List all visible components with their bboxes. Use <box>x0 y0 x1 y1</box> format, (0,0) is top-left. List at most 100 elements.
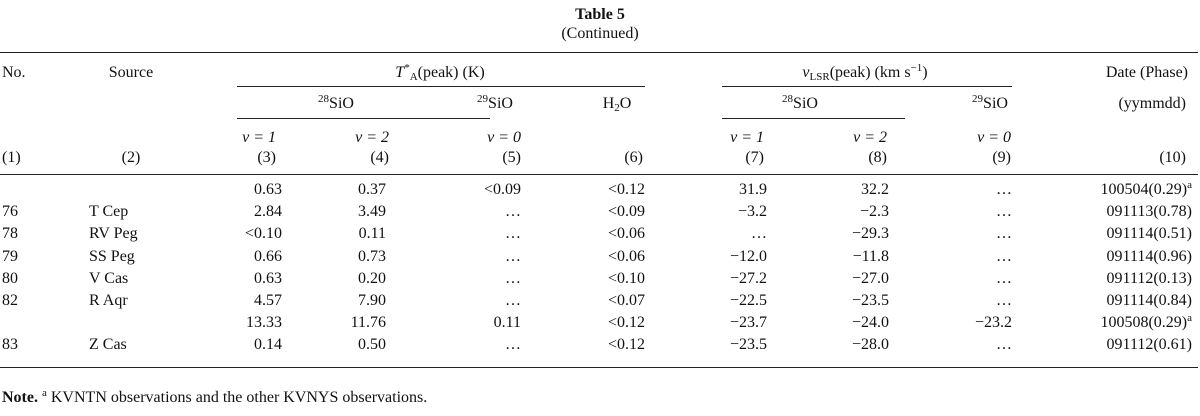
header-28sio-velocity: 28SiO <box>782 93 818 113</box>
cell-28sio-v1-temperature: 4.57 <box>254 292 282 309</box>
cell-28sio-v1-temperature: <0.10 <box>244 225 282 243</box>
cell-28sio-v1-velocity: −22.5 <box>729 292 767 309</box>
span-rule-28sio-velocity <box>722 118 905 119</box>
cell-source: RV Peg <box>89 225 138 243</box>
cell-no: 82 <box>2 292 18 309</box>
cell-no: 76 <box>2 203 18 221</box>
cell-date: 100508(0.29)a <box>1100 312 1192 332</box>
cell-29sio-v0-temperature: … <box>505 225 521 243</box>
column-number: (7) <box>745 149 764 166</box>
column-number: (3) <box>257 149 276 166</box>
column-number: (4) <box>370 149 389 166</box>
table-title: Table 5 <box>575 6 625 23</box>
column-number: (8) <box>868 149 887 166</box>
cell-29sio-v0-velocity: … <box>996 203 1012 221</box>
column-number: (5) <box>502 149 521 166</box>
cell-no: 80 <box>2 269 18 287</box>
cell-date: 100504(0.29)a <box>1100 179 1192 199</box>
cell-28sio-v2-velocity: 32.2 <box>861 181 889 198</box>
cell-source: Z Cas <box>89 336 127 354</box>
cell-h2o-temperature: <0.10 <box>607 269 645 287</box>
bottom-rule <box>0 367 1198 368</box>
cell-28sio-v2-temperature: 0.73 <box>358 247 386 265</box>
column-number: (2) <box>121 149 141 166</box>
cell-29sio-v0-velocity: … <box>996 336 1012 354</box>
cell-28sio-v1-velocity: −27.2 <box>729 269 767 287</box>
header-date: Date (Phase) <box>1105 64 1188 81</box>
cell-h2o-temperature: <0.09 <box>607 203 645 221</box>
cell-28sio-v1-temperature: 2.84 <box>254 203 282 221</box>
table-subtitle: (Continued) <box>561 25 639 42</box>
header-h2o: H2O <box>602 95 632 114</box>
column-number: (6) <box>624 149 643 166</box>
cell-29sio-v0-velocity: … <box>996 181 1012 198</box>
cell-28sio-v1-temperature: 0.63 <box>254 269 282 287</box>
cell-28sio-v1-temperature: 13.33 <box>246 314 282 332</box>
cell-28sio-v1-velocity: −12.0 <box>729 247 767 265</box>
cell-date: 091114(0.96) <box>1106 247 1192 265</box>
header-v0-velocity: v = 0 <box>977 129 1011 146</box>
cell-date: 091113(0.78) <box>1106 203 1192 221</box>
column-number: (1) <box>2 149 21 166</box>
cell-28sio-v2-temperature: 7.90 <box>358 292 386 309</box>
header-bottom-rule <box>0 174 1198 175</box>
header-v2-temperature: v = 2 <box>355 129 389 146</box>
cell-28sio-v1-velocity: −23.7 <box>729 314 767 332</box>
header-date-format: (yymmdd) <box>1118 95 1186 112</box>
header-peak-velocity: vLSR(peak) (km s−1) <box>802 62 928 83</box>
cell-28sio-v2-velocity: −29.3 <box>851 225 889 243</box>
cell-28sio-v1-temperature: 0.14 <box>254 336 282 354</box>
cell-28sio-v2-velocity: −27.0 <box>851 269 889 287</box>
cell-29sio-v0-temperature: … <box>505 336 521 354</box>
span-rule-velocity <box>722 86 1012 87</box>
cell-h2o-temperature: <0.12 <box>607 314 645 332</box>
cell-date: 091114(0.51) <box>1106 225 1192 243</box>
note-text: KVNTN observations and the other KVNYS o… <box>46 389 428 406</box>
cell-h2o-temperature: <0.12 <box>607 336 645 354</box>
cell-h2o-temperature: <0.12 <box>607 181 645 198</box>
cell-28sio-v2-velocity: −23.5 <box>851 292 889 309</box>
header-source: Source <box>108 64 154 81</box>
cell-28sio-v2-velocity: −28.0 <box>851 336 889 354</box>
top-rule <box>0 52 1198 53</box>
cell-28sio-v1-temperature: 0.66 <box>254 247 282 265</box>
cell-29sio-v0-velocity: … <box>996 292 1012 309</box>
column-number: (9) <box>992 149 1011 166</box>
cell-29sio-v0-temperature: … <box>505 203 521 221</box>
cell-28sio-v1-velocity: −23.5 <box>729 336 767 354</box>
cell-date: 091112(0.61) <box>1106 336 1192 354</box>
cell-28sio-v2-temperature: 0.11 <box>358 225 386 243</box>
cell-date: 091112(0.13) <box>1106 269 1192 287</box>
cell-source: T Cep <box>89 203 129 221</box>
cell-no: 83 <box>2 336 18 354</box>
span-rule-temperature <box>237 86 645 87</box>
header-v1-velocity: v = 1 <box>730 129 764 146</box>
cell-29sio-v0-velocity: … <box>996 269 1012 287</box>
cell-28sio-v2-velocity: −24.0 <box>851 314 889 332</box>
header-peak-temperature: T*A(peak) (K) <box>395 62 485 83</box>
span-rule-28sio-temperature <box>237 118 490 119</box>
cell-29sio-v0-velocity: … <box>996 247 1012 265</box>
cell-28sio-v2-temperature: 3.49 <box>358 203 386 221</box>
cell-no: 79 <box>2 247 18 265</box>
cell-date: 091114(0.84) <box>1106 292 1192 309</box>
cell-29sio-v0-velocity: −23.2 <box>974 314 1012 332</box>
cell-28sio-v1-temperature: 0.63 <box>254 181 282 198</box>
header-29sio-temperature: 29SiO <box>477 93 513 113</box>
cell-28sio-v2-temperature: 0.50 <box>358 336 386 354</box>
note-label: Note. <box>2 389 38 406</box>
cell-28sio-v2-temperature: 0.20 <box>358 269 386 287</box>
note-marker: a <box>41 387 47 399</box>
cell-29sio-v0-temperature: <0.09 <box>483 181 521 198</box>
cell-28sio-v2-velocity: −11.8 <box>852 247 889 265</box>
header-28sio-temperature: 28SiO <box>318 93 354 113</box>
cell-no: 78 <box>2 225 18 243</box>
cell-source: R Aqr <box>89 292 128 309</box>
cell-29sio-v0-temperature: … <box>505 292 521 309</box>
cell-h2o-temperature: <0.06 <box>607 225 645 243</box>
cell-source: V Cas <box>89 269 129 287</box>
header-v1-temperature: v = 1 <box>242 129 276 146</box>
cell-h2o-temperature: <0.07 <box>607 292 645 309</box>
cell-h2o-temperature: <0.06 <box>607 247 645 265</box>
cell-28sio-v1-velocity: −3.2 <box>737 203 767 221</box>
